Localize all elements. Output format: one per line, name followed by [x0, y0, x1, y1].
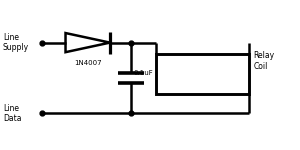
Text: Relay
Coil: Relay Coil: [253, 51, 274, 71]
Text: 0.1uF: 0.1uF: [134, 70, 154, 76]
Text: Line
Data: Line Data: [3, 104, 22, 123]
Bar: [156, 54, 249, 94]
Text: 1N4007: 1N4007: [74, 60, 102, 66]
Polygon shape: [65, 33, 110, 52]
Text: Line
Supply: Line Supply: [3, 33, 29, 52]
